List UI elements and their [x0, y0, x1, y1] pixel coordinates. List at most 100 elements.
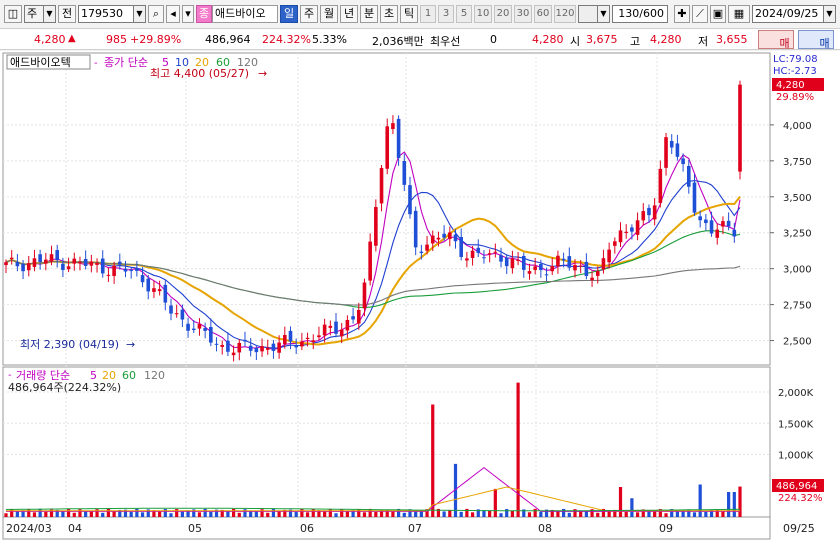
- volume-panel: [2, 366, 771, 518]
- candle-body: [448, 232, 452, 240]
- candle-body: [715, 229, 720, 238]
- candle-body: [391, 123, 395, 130]
- candle-body: [533, 266, 537, 270]
- candle-body: [265, 347, 270, 350]
- candle-body: [271, 343, 276, 351]
- stock-code-input[interactable]: 179530: [78, 5, 134, 23]
- volume-bar: [488, 510, 492, 517]
- candle-body: [465, 258, 469, 261]
- candle-body: [584, 261, 589, 276]
- stock-name-field[interactable]: 애드바이오: [212, 5, 278, 23]
- speaker-icon[interactable]: ◂: [166, 5, 180, 23]
- candle-body: [180, 309, 185, 320]
- date-input[interactable]: 2024/09/25: [752, 5, 824, 23]
- ma-line-120: [5, 259, 741, 306]
- volume-bar: [146, 509, 150, 517]
- volume-bar: [175, 509, 179, 517]
- candle-body: [294, 345, 298, 348]
- volume-bar: [573, 509, 577, 517]
- interval-30-button[interactable]: 30: [514, 5, 532, 23]
- volume-bar: [732, 492, 736, 517]
- candle-body: [595, 271, 600, 276]
- market-select[interactable]: 주: [24, 5, 44, 23]
- period-day-button[interactable]: 일: [280, 5, 298, 23]
- volume-bar: [630, 498, 634, 517]
- vol-legend-title: 거래량 단순: [16, 369, 70, 382]
- lc-label: LC:79.08: [773, 54, 818, 65]
- interval-60-label: 60: [536, 8, 550, 19]
- period-month-button[interactable]: 월: [320, 5, 338, 23]
- candle-body: [140, 275, 145, 283]
- period-week-button[interactable]: 주: [300, 5, 318, 23]
- interval-120-button[interactable]: 120: [554, 5, 576, 23]
- candle-body: [283, 334, 287, 345]
- volume-bar: [596, 512, 600, 517]
- interval-3-button[interactable]: 3: [438, 5, 454, 23]
- crosshair-icon[interactable]: ✚: [674, 5, 690, 23]
- candle-body: [32, 258, 37, 267]
- volume-bar: [203, 508, 207, 517]
- date-axis-labels: 2024/03 04 05 06 07 08 09: [6, 522, 673, 535]
- interval-20-button[interactable]: 20: [494, 5, 512, 23]
- volume-bar: [294, 511, 298, 517]
- volume-bar: [129, 511, 133, 517]
- chevron-down-icon[interactable]: ▾: [182, 5, 194, 23]
- type-button[interactable]: 전: [58, 5, 76, 23]
- view-count-input[interactable]: 130/600: [612, 5, 668, 23]
- volume-bar: [550, 509, 554, 517]
- period-year-button[interactable]: 년: [340, 5, 358, 23]
- candle-body: [345, 319, 350, 331]
- candle-body: [385, 126, 390, 169]
- moving-average-lines: [5, 151, 741, 351]
- volume-bar: [419, 510, 423, 517]
- volume-bar: [158, 510, 162, 517]
- date-dropdown-icon[interactable]: ▼: [824, 5, 836, 23]
- period-tick-button[interactable]: 틱: [400, 5, 418, 23]
- ma-line-10: [5, 180, 741, 349]
- code-dropdown-icon[interactable]: ▼: [134, 5, 146, 23]
- candle-body: [38, 254, 42, 262]
- buy-button[interactable]: 매수: [758, 30, 794, 67]
- price-volume-chart[interactable]: 애드바이오텍 - 종가 단순 5 10 20 60 120 최고 4,400 (…: [0, 51, 840, 542]
- candle-body: [681, 158, 685, 165]
- candle-body: [100, 258, 105, 274]
- hc-label: HC:-2.73: [773, 66, 817, 77]
- volume-bar: [118, 509, 122, 517]
- chart-area[interactable]: 애드바이오텍 - 종가 단순 5 10 20 60 120 최고 4,400 (…: [0, 51, 840, 542]
- high-annotation: 최고 4,400 (05/27): [150, 67, 249, 80]
- volume-summary: 486,964주(224.32%): [8, 381, 121, 394]
- chart-menu-icon[interactable]: ◫: [4, 5, 22, 23]
- volume-bar: [44, 511, 48, 517]
- volume-bar: [209, 511, 213, 517]
- toolbar: ◫ 주 ▼ 전 179530 ▼ ⌕ ◂ ▾ 종 애드바이오 일 주 월 년 분…: [0, 3, 840, 25]
- draw-tool-icon[interactable]: ⟋: [692, 5, 708, 23]
- interval-custom-input[interactable]: [578, 5, 598, 23]
- candle-body: [499, 255, 503, 262]
- sell-button[interactable]: 매도: [798, 30, 834, 67]
- candle-body: [169, 305, 173, 314]
- period-minute-button[interactable]: 분: [360, 5, 378, 23]
- period-tick-label: 틱: [403, 7, 415, 20]
- candle-body: [83, 258, 88, 266]
- interval-60-button[interactable]: 60: [534, 5, 552, 23]
- interval-10-button[interactable]: 10: [474, 5, 492, 23]
- volume-bar: [425, 509, 429, 517]
- save-icon[interactable]: ▣: [710, 5, 726, 23]
- volume-bar: [505, 509, 509, 517]
- interval-dropdown-icon[interactable]: ▼: [598, 5, 610, 23]
- interval-5-button[interactable]: 5: [456, 5, 472, 23]
- volume-bar: [556, 511, 560, 517]
- volume-bar: [544, 509, 549, 517]
- search-icon[interactable]: ⌕: [148, 5, 164, 23]
- calendar-icon[interactable]: ▦: [728, 5, 750, 23]
- candle-body: [470, 250, 475, 258]
- market-dropdown-icon[interactable]: ▼: [44, 5, 56, 23]
- period-second-button[interactable]: 초: [380, 5, 398, 23]
- candle-body: [459, 237, 463, 257]
- volume-bar: [618, 487, 623, 517]
- candle-body: [328, 325, 333, 328]
- candle-body: [726, 220, 731, 227]
- volume-bar: [27, 509, 31, 517]
- volume-bar: [237, 512, 241, 517]
- interval-1-button[interactable]: 1: [420, 5, 436, 23]
